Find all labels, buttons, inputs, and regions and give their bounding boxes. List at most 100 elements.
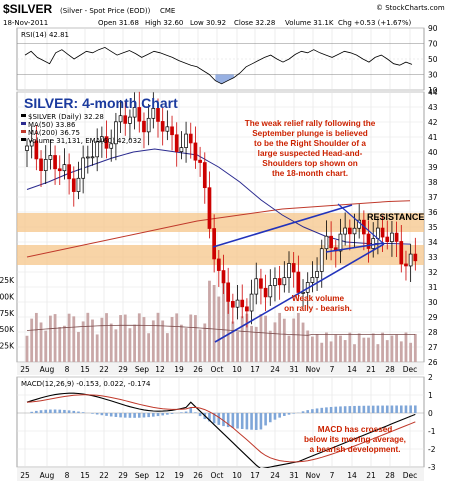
candle-body bbox=[372, 238, 375, 248]
macd-hist-bar bbox=[58, 410, 61, 413]
volume-bar bbox=[26, 336, 29, 362]
x-tick-label: 22 bbox=[99, 471, 109, 480]
volume-bar bbox=[400, 341, 403, 362]
volume-bar bbox=[199, 329, 202, 362]
legend-swatch bbox=[21, 130, 26, 133]
candle-body bbox=[241, 300, 244, 307]
volume-bar bbox=[274, 322, 277, 362]
volume-bar bbox=[236, 332, 239, 362]
legend-swatch bbox=[21, 122, 26, 125]
candle-body bbox=[63, 165, 66, 171]
price-tick-label: 40 bbox=[428, 148, 438, 157]
macd-hist-bar bbox=[171, 413, 174, 414]
macd-hist-bar bbox=[40, 410, 43, 413]
high-value: High 32.60 bbox=[145, 19, 183, 27]
x-tick-label: 8 bbox=[65, 471, 70, 480]
x-tick-label: 24 bbox=[270, 471, 280, 480]
macd-hist-bar bbox=[119, 413, 122, 417]
macd-hist-bar bbox=[334, 407, 337, 413]
volume-bar bbox=[77, 332, 80, 362]
x-tick-label: Sep bbox=[135, 471, 149, 480]
price-tick-label: 29 bbox=[428, 313, 438, 322]
macd-hist-bar bbox=[363, 406, 366, 413]
macd-hist-bar bbox=[264, 413, 267, 425]
volume-bar bbox=[278, 313, 281, 362]
candle-body bbox=[344, 228, 347, 234]
annotation-line: MACD has crossed bbox=[318, 425, 393, 434]
annotation-line: the 18-month chart. bbox=[272, 169, 348, 178]
volume-bar bbox=[152, 320, 155, 362]
legend-entry: MA(50) 33.86 bbox=[28, 121, 76, 129]
macd-hist-bar bbox=[133, 413, 136, 418]
volume-bar bbox=[250, 326, 253, 362]
x-tick-label: 10 bbox=[232, 365, 242, 374]
x-tick-label: Aug bbox=[40, 365, 55, 374]
volume-bar bbox=[44, 331, 47, 362]
macd-hist-bar bbox=[339, 406, 342, 413]
volume-bar bbox=[189, 315, 192, 362]
candle-body bbox=[119, 116, 122, 122]
volume-bar bbox=[269, 331, 272, 362]
price-tick-label: 32 bbox=[428, 268, 438, 277]
x-tick-label: Dec bbox=[403, 365, 418, 374]
volume-bar bbox=[133, 325, 136, 362]
volume-bar bbox=[147, 333, 150, 362]
volume-bar bbox=[320, 343, 323, 362]
macd-hist-bar bbox=[377, 406, 380, 413]
macd-hist-bar bbox=[353, 406, 356, 413]
volume-bar bbox=[119, 315, 122, 362]
macd-hist-bar bbox=[105, 413, 108, 416]
macd-hist-bar bbox=[82, 412, 85, 413]
candle-body bbox=[264, 288, 267, 297]
x-tick-label: Oct bbox=[211, 365, 224, 374]
macd-hist-bar bbox=[349, 406, 352, 413]
macd-hist-bar bbox=[180, 412, 183, 413]
volume-bar bbox=[339, 336, 342, 362]
volume-bar bbox=[180, 325, 183, 362]
candle-body bbox=[189, 134, 192, 143]
volume-bar bbox=[110, 324, 113, 362]
macd-tick-label: 0 bbox=[428, 409, 433, 418]
legend-entry: $SILVER (Daily) 32.28 bbox=[28, 113, 104, 121]
price-tick-label: 27 bbox=[428, 343, 438, 352]
price-tick-label: 26 bbox=[428, 358, 438, 367]
rsi-tick-label: 30 bbox=[428, 71, 438, 80]
volume-bar bbox=[325, 332, 328, 362]
candle-body bbox=[227, 283, 230, 302]
volume-value: Volume 31.1K bbox=[285, 19, 334, 27]
candle-body bbox=[297, 272, 300, 292]
candle-body bbox=[283, 278, 286, 285]
macd-hist-bar bbox=[344, 406, 347, 413]
price-tick-label: 39 bbox=[428, 163, 438, 172]
chart-date: 18-Nov-2011 bbox=[3, 19, 48, 27]
volume-bar bbox=[185, 328, 188, 362]
candle-body bbox=[213, 229, 216, 259]
x-tick-label: 8 bbox=[65, 365, 70, 374]
price-tick-label: 31 bbox=[428, 283, 438, 292]
price-tick-label: 28 bbox=[428, 328, 438, 337]
macd-hist-bar bbox=[101, 413, 104, 415]
price-tick-label: 33 bbox=[428, 253, 438, 262]
volume-bar bbox=[105, 313, 108, 362]
x-tick-label: 12 bbox=[155, 365, 165, 374]
macd-hist-bar bbox=[77, 412, 80, 413]
volume-bar bbox=[58, 327, 61, 362]
macd-hist-bar bbox=[250, 413, 253, 430]
candle-body bbox=[166, 127, 169, 131]
annotation-line: Weak volume bbox=[292, 294, 345, 303]
volume-tick-label: 100K bbox=[0, 292, 15, 301]
x-tick-label: 26 bbox=[193, 471, 203, 480]
chart-description: (Silver - Spot Price (EOD)) bbox=[60, 7, 151, 15]
candle-body bbox=[147, 118, 150, 132]
candle-body bbox=[203, 163, 206, 188]
candle-body bbox=[381, 228, 384, 237]
candle-body bbox=[390, 233, 393, 242]
macd-hist-bar bbox=[147, 413, 150, 417]
price-tick-label: 36 bbox=[428, 208, 438, 217]
volume-bar bbox=[372, 333, 375, 362]
candle-body bbox=[54, 155, 57, 168]
x-tick-label: 19 bbox=[174, 365, 184, 374]
annotation-line: The weak relief rally following the bbox=[245, 119, 376, 128]
